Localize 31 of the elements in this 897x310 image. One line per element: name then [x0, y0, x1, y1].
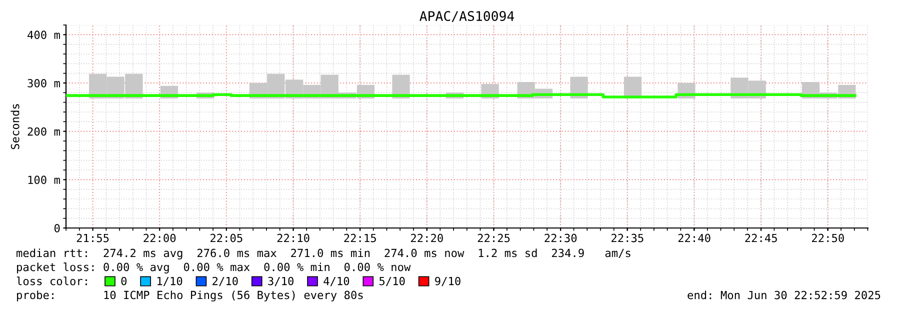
legend-label: 0 [121, 276, 127, 286]
legend-label: 9/10 [435, 276, 460, 286]
x-tick-label: 22:00 [144, 234, 176, 242]
legend-label: 3/10 [268, 276, 294, 286]
legend-label: 1/10 [157, 276, 182, 286]
text: median rtt: 274.2 ms avg 276.0 ms max 271.0 ms min 274.0 ms now 1.2 ms sd 234.9 am/s [16, 248, 630, 260]
x-tick-label: 22:10 [277, 234, 310, 242]
text: probe: 10 ICMP Echo Pings (56 Bytes) every 80s [17, 290, 363, 302]
x-tick-label: 22:25 [478, 234, 510, 242]
x-tick-label: 22:40 [678, 234, 710, 242]
text: packet loss: 0.00 % avg 0.00 % max 0.00 % min 0.00 % now [17, 262, 411, 274]
x-tick-label: 22:45 [745, 234, 777, 242]
text: end: Mon Jun 30 22:52:59 2025 [688, 290, 880, 300]
chart-title: APAC/AS10094 [420, 11, 514, 22]
y-tick-label: 200 m [28, 127, 60, 136]
legend-label: 2/10 [212, 276, 238, 286]
x-tick-label: 22:20 [411, 234, 443, 242]
legend-title: loss color: [16, 276, 87, 286]
x-tick-label: 22:15 [344, 234, 376, 242]
x-tick-label: 21:55 [76, 234, 109, 242]
y-tick-label: 400 m [28, 30, 60, 40]
y-axis-title: Seconds [10, 104, 20, 150]
y-tick-label: 100 m [28, 176, 60, 184]
x-tick-label: 22:35 [612, 234, 644, 242]
x-tick-label: 22:05 [210, 234, 242, 242]
x-tick-label: 22:30 [544, 234, 577, 242]
x-tick-label: 22:50 [812, 234, 844, 242]
legend-label: 4/10 [324, 276, 350, 286]
legend-label: 5/10 [379, 276, 405, 286]
y-tick-label: 0 [54, 224, 60, 232]
y-tick-label: 300 m [28, 79, 60, 88]
